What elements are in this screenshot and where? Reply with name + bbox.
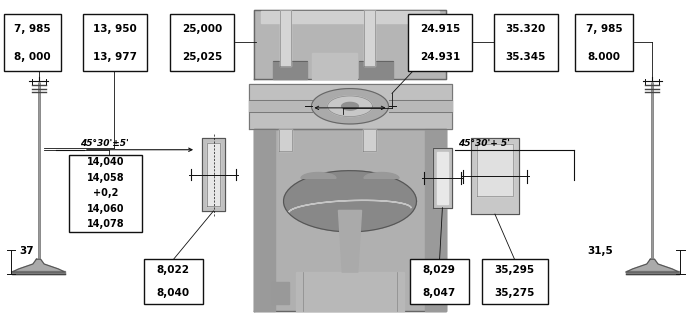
Polygon shape <box>273 61 307 79</box>
Polygon shape <box>12 259 65 272</box>
Text: 8, 000: 8, 000 <box>14 52 50 62</box>
Polygon shape <box>433 148 452 208</box>
Text: 24.915: 24.915 <box>420 24 461 33</box>
Polygon shape <box>280 10 291 66</box>
Polygon shape <box>364 10 375 66</box>
Text: 14,058: 14,058 <box>87 173 124 183</box>
Polygon shape <box>477 144 513 196</box>
Polygon shape <box>296 272 404 311</box>
Text: 25,025: 25,025 <box>182 52 223 62</box>
FancyBboxPatch shape <box>144 259 203 304</box>
Polygon shape <box>339 211 361 272</box>
Polygon shape <box>254 10 446 79</box>
Polygon shape <box>248 84 452 129</box>
Polygon shape <box>272 282 289 304</box>
Text: 45°30'+ 5': 45°30'+ 5' <box>458 139 510 148</box>
Text: 13, 977: 13, 977 <box>93 52 136 62</box>
Polygon shape <box>342 102 358 110</box>
FancyBboxPatch shape <box>410 259 469 304</box>
Text: 8.000: 8.000 <box>587 52 621 62</box>
FancyBboxPatch shape <box>494 14 558 71</box>
FancyBboxPatch shape <box>4 14 61 71</box>
Text: 37: 37 <box>20 246 34 256</box>
Polygon shape <box>328 96 372 117</box>
Polygon shape <box>312 53 357 79</box>
Text: 45°30'±5': 45°30'±5' <box>80 139 130 148</box>
Text: 35,295: 35,295 <box>495 265 535 276</box>
FancyBboxPatch shape <box>575 14 633 71</box>
Polygon shape <box>359 61 393 79</box>
FancyBboxPatch shape <box>170 14 234 71</box>
FancyBboxPatch shape <box>69 155 142 232</box>
Polygon shape <box>364 173 399 178</box>
Polygon shape <box>301 173 336 178</box>
Text: 14,078: 14,078 <box>87 219 124 229</box>
Text: 35.320: 35.320 <box>505 24 546 33</box>
Text: 8,022: 8,022 <box>157 265 190 276</box>
Text: 13, 950: 13, 950 <box>93 24 136 33</box>
Polygon shape <box>261 11 439 23</box>
Polygon shape <box>389 100 452 112</box>
Polygon shape <box>626 259 679 272</box>
FancyBboxPatch shape <box>408 14 472 71</box>
FancyBboxPatch shape <box>482 259 548 304</box>
Polygon shape <box>284 171 416 232</box>
Polygon shape <box>363 129 376 151</box>
Text: 8,047: 8,047 <box>423 288 456 298</box>
Text: 25,000: 25,000 <box>182 24 223 33</box>
Text: 35,275: 35,275 <box>495 288 535 298</box>
Polygon shape <box>12 271 65 274</box>
FancyBboxPatch shape <box>83 14 147 71</box>
Text: 24.931: 24.931 <box>420 52 461 62</box>
Polygon shape <box>626 271 679 274</box>
Text: 14,060: 14,060 <box>87 204 124 214</box>
Text: 8,040: 8,040 <box>157 288 190 298</box>
Text: 35.345: 35.345 <box>505 52 546 62</box>
Polygon shape <box>254 129 275 311</box>
Text: 31,5: 31,5 <box>588 246 613 256</box>
Polygon shape <box>471 138 519 214</box>
Polygon shape <box>202 138 225 211</box>
Text: +0,2: +0,2 <box>92 188 118 198</box>
Polygon shape <box>425 129 446 311</box>
Polygon shape <box>411 282 428 304</box>
Text: 14,040: 14,040 <box>87 157 124 167</box>
Polygon shape <box>437 152 448 204</box>
Polygon shape <box>279 129 292 151</box>
Text: 8,029: 8,029 <box>423 265 456 276</box>
Polygon shape <box>248 100 312 112</box>
Text: 7, 985: 7, 985 <box>586 24 622 33</box>
Polygon shape <box>312 89 388 124</box>
Polygon shape <box>206 143 220 206</box>
Text: 7, 985: 7, 985 <box>14 24 50 33</box>
Polygon shape <box>289 200 411 212</box>
Polygon shape <box>254 129 446 311</box>
